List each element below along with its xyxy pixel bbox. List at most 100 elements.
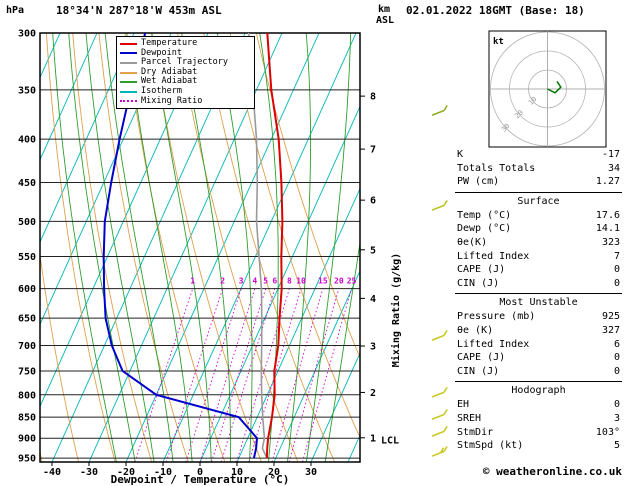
mixing-ratio-value-label: 5	[263, 277, 268, 286]
row-label: StmDir	[457, 426, 494, 438]
row-label: Lifted Index	[457, 338, 530, 350]
legend-label: Mixing Ratio	[141, 95, 203, 106]
legend-item-wet-adiabat: Wet Adiabat	[120, 77, 251, 87]
row-value: 103°	[595, 426, 620, 438]
altitude-tick-label: 1	[370, 433, 376, 444]
row-label: StmSpd (kt)	[457, 440, 524, 452]
mixing-ratio-value-label: 8	[287, 277, 292, 286]
hodo-row-stmspd: StmSpd (kt) 5	[455, 439, 622, 453]
index-label: Totals Totals	[457, 162, 536, 174]
temperature-tick-label: -10	[154, 467, 172, 478]
surface-row-thetae: θe(K) 323	[455, 236, 622, 250]
mixing-ratio-value-label: 2	[220, 277, 225, 286]
mixing-ratio-lines	[134, 288, 352, 462]
row-label: CAPE (J)	[457, 264, 506, 276]
pressure-tick-label: 950	[18, 454, 36, 465]
isobar-lines	[40, 32, 360, 459]
pressure-tick-label: 700	[18, 341, 36, 352]
mu-row-pressure: Pressure (mb) 925	[455, 310, 622, 324]
legend-label: Parcel Trajectory	[141, 57, 228, 68]
copyright: © weatheronline.co.uk	[482, 465, 622, 478]
row-value: 0	[613, 277, 620, 289]
pressure-tick-label: 500	[18, 217, 36, 228]
wet-adiabat-line-swatch	[120, 81, 137, 84]
pressure-tick-label: 350	[18, 85, 36, 96]
index-row-k: K -17	[455, 148, 622, 162]
pressure-tick-label: 400	[18, 135, 36, 146]
row-value: 323	[601, 236, 620, 248]
panel-divider	[455, 381, 622, 383]
mixing-ratio-value-label: 20	[334, 277, 344, 286]
temperature-tick-label: -20	[117, 467, 135, 478]
legend-item-dewpoint: Dewpoint	[120, 47, 251, 59]
row-label: Dewp (°C)	[457, 223, 512, 235]
mu-row-cape: CAPE (J) 0	[455, 351, 622, 365]
dewpoint-curve	[102, 33, 259, 459]
index-value: -17	[601, 149, 620, 160]
temperature-tick-label: 30	[305, 467, 317, 478]
hodograph-ring	[509, 50, 586, 128]
legend-label: Dewpoint	[141, 47, 182, 58]
hodograph-ring	[528, 69, 567, 109]
row-value: 17.6	[595, 209, 620, 221]
datetime-title: 02.01.2022 18GMT (Base: 18)	[406, 4, 585, 17]
station-title: 18°34'N 287°18'W 453m ASL	[56, 4, 222, 17]
row-label: θe (K)	[457, 324, 494, 336]
axis-labels: hPa3003504004505005506006507007508008509…	[6, 4, 402, 486]
pressure-tick-label: 850	[18, 413, 36, 424]
row-value: 0	[613, 365, 620, 377]
mixing-ratio-value-label: 6	[272, 277, 277, 286]
row-label: CIN (J)	[457, 277, 500, 289]
legend-label: Temperature	[141, 38, 198, 48]
altitude-axis-unit-km: km	[378, 4, 390, 15]
legend-item-parcel: Parcel Trajectory	[120, 58, 251, 68]
index-label: PW (cm)	[457, 176, 500, 188]
legend-item-dry-adiabat: Dry Adiabat	[120, 66, 251, 78]
mixing-ratio-value-label: 1	[190, 277, 195, 286]
temperature-tick-label: 10	[231, 467, 243, 478]
surface-row-cin: CIN (J) 0	[455, 277, 622, 291]
altitude-axis-unit-asl: ASL	[376, 15, 394, 26]
legend-item-mixing-ratio: Mixing Ratio	[120, 95, 251, 107]
mixing-ratio-value-label: 4	[252, 277, 257, 286]
row-label: Pressure (mb)	[457, 311, 536, 323]
legend-label: Dry Adiabat	[141, 66, 198, 77]
x-axis-title: Dewpoint / Temperature (°C)	[111, 473, 290, 486]
hodo-row-stmdir: StmDir 103°	[455, 426, 622, 440]
hodograph-unit-label: kt	[493, 37, 504, 47]
altitude-tick-label: 6	[370, 196, 376, 207]
row-label: CAPE (J)	[457, 352, 506, 364]
mu-row-li: Lifted Index 6	[455, 338, 622, 352]
wind-barbs	[431, 105, 448, 457]
mixing-ratio-value-label: 10	[296, 277, 306, 286]
altitude-tick-label: 4	[370, 294, 376, 305]
section-title-surface: Surface	[517, 195, 560, 207]
row-label: Lifted Index	[457, 250, 530, 262]
altitude-tick-label: 8	[370, 92, 376, 103]
pressure-tick-label: 750	[18, 366, 36, 377]
panel-divider	[455, 293, 622, 295]
surface-row-dewp: Dewp (°C) 14.1	[455, 222, 622, 236]
row-label: EH	[457, 399, 470, 411]
parcel-line-swatch	[120, 61, 137, 64]
row-value: 925	[601, 311, 620, 323]
surface-row-temp: Temp (°C) 17.6	[455, 209, 622, 223]
pressure-axis-unit: hPa	[6, 5, 24, 16]
mu-row-cin: CIN (J) 0	[455, 365, 622, 379]
index-row-totals: Totals Totals 34	[455, 162, 622, 176]
surface-row-cape: CAPE (J) 0	[455, 263, 622, 277]
isotherm-line-swatch	[120, 90, 137, 93]
parcel-trajectory-curve	[248, 33, 268, 459]
index-label: K	[457, 149, 464, 160]
hodograph-ring-label: 20	[513, 109, 525, 121]
temperature-tick-label: -30	[80, 467, 98, 478]
pressure-tick-label: 450	[18, 178, 36, 189]
row-label: CIN (J)	[457, 365, 500, 377]
hodograph-ring-label: 30	[500, 122, 512, 134]
hodo-row-eh: EH 0	[455, 398, 622, 412]
dry-adiabat-line-swatch	[120, 71, 137, 74]
hodograph-ring	[490, 31, 605, 147]
mu-row-thetae: θe (K) 327	[455, 324, 622, 338]
indices-panel: K -17 Totals Totals 34 PW (cm) 1.27 Surface…	[455, 148, 622, 453]
